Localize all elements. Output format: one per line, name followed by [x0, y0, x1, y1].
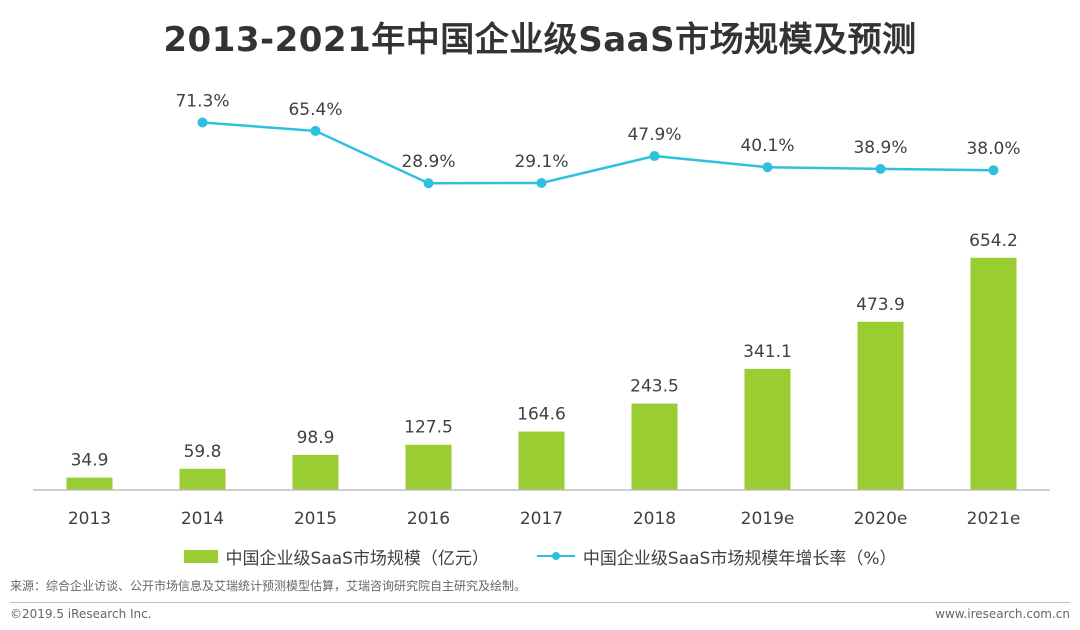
growth-point-2015	[310, 125, 321, 136]
bar-2017	[518, 431, 565, 490]
bar-value-label-2019e: 341.1	[743, 342, 792, 362]
bar-value-label-2020e: 473.9	[856, 295, 905, 315]
source-note: 来源：综合企业访谈、公开市场信息及艾瑞统计预测模型估算，艾瑞咨询研究院自主研究及…	[10, 579, 527, 593]
growth-point-2014	[197, 117, 208, 128]
legend-line-marker	[551, 552, 560, 560]
legend-bar-swatch	[183, 549, 218, 563]
x-axis: 2013 2014 2015 2016 2017 2018 2019e 2020e 2021e	[33, 489, 1050, 529]
x-tick-label-2021e: 2021e	[967, 509, 1021, 529]
growth-point-2017	[536, 177, 547, 188]
growth-point-2019e	[762, 162, 773, 173]
x-tick-label-2018: 2018	[633, 509, 676, 529]
x-tick-label-2015: 2015	[294, 509, 337, 529]
chart-legend: 中国企业级SaaS市场规模（亿元） 中国企业级SaaS市场规模年增长率（%）	[0, 543, 1080, 569]
bar-value-label-2016: 127.5	[404, 418, 453, 438]
labels-layer: 34.9 59.8 98.9 127.5 164.6 243.5 341.1 473.9 654…	[71, 91, 1021, 470]
growth-label-2016: 28.9%	[401, 152, 455, 172]
x-tick-label-2017: 2017	[520, 509, 563, 529]
growth-rate-line	[202, 121, 994, 185]
growth-point-2018	[649, 151, 660, 162]
legend-item-market-size: 中国企业级SaaS市场规模（亿元）	[183, 544, 489, 569]
bar-2021e	[970, 257, 1017, 490]
bar-2015	[292, 454, 339, 490]
growth-label-2017: 29.1%	[514, 152, 568, 172]
bar-value-label-2021e: 654.2	[969, 231, 1018, 251]
bar-value-label-2015: 98.9	[297, 428, 335, 448]
bars-layer	[66, 257, 1017, 490]
bar-value-label-2017: 164.6	[517, 405, 566, 425]
x-tick-label-2014: 2014	[181, 509, 224, 529]
growth-point-2021e	[988, 165, 999, 176]
x-tick-label-2016: 2016	[407, 509, 450, 529]
legend-line-swatch	[536, 550, 575, 562]
bar-2020e	[857, 321, 904, 490]
footer-divider	[10, 602, 1070, 603]
website-link[interactable]: www.iresearch.com.cn	[935, 607, 1070, 621]
growth-label-2015: 65.4%	[288, 100, 342, 120]
bar-value-label-2013: 34.9	[71, 451, 109, 471]
copyright-text: ©2019.5 iResearch Inc.	[10, 607, 152, 621]
bar-2018	[631, 403, 678, 490]
growth-label-2018: 47.9%	[627, 125, 681, 145]
growth-label-2021e: 38.0%	[966, 139, 1020, 159]
growth-label-2014: 71.3%	[175, 91, 229, 111]
chart-title: 2013-2021年中国企业级SaaS市场规模及预测	[163, 20, 917, 60]
bar-value-label-2018: 243.5	[630, 377, 679, 397]
growth-label-2020e: 38.9%	[853, 138, 907, 158]
x-tick-label-2020e: 2020e	[854, 509, 908, 529]
bar-2014	[179, 468, 226, 490]
bar-2019e	[744, 368, 791, 490]
x-tick-label-2013: 2013	[68, 509, 111, 529]
growth-label-2019e: 40.1%	[740, 136, 794, 156]
legend-label-growth-rate: 中国企业级SaaS市场规模年增长率（%）	[582, 548, 897, 569]
x-tick-label-2019e: 2019e	[741, 509, 795, 529]
growth-point-2016	[423, 178, 434, 189]
bar-2016	[405, 444, 452, 490]
bar-2013	[66, 477, 113, 490]
bar-value-label-2014: 59.8	[184, 442, 222, 462]
growth-point-2020e	[875, 163, 886, 174]
growth-line-layer	[197, 117, 999, 189]
legend-label-market-size: 中国企业级SaaS市场规模（亿元）	[225, 548, 489, 569]
legend-item-growth-rate: 中国企业级SaaS市场规模年增长率（%）	[536, 544, 897, 569]
